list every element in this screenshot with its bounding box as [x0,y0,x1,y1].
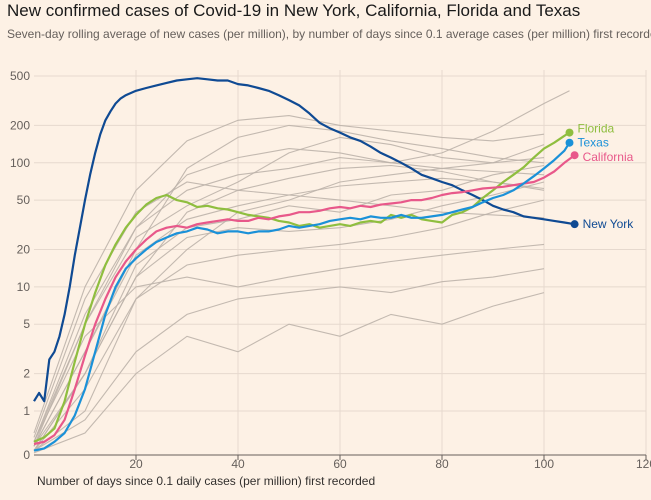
background-state-line [33,144,545,452]
y-tick-label: 10 [17,280,31,294]
background-state-line [33,148,545,447]
texas-label: Texas [578,136,609,150]
y-tick-label: 0 [23,448,30,462]
y-tick-label: 200 [10,118,30,132]
y-tick-label: 20 [17,243,31,257]
new-york-line [33,77,575,403]
x-tick-label: 20 [129,457,143,471]
california-line [33,154,576,446]
background-state-line [33,243,545,443]
background-state-line [33,177,545,447]
new-york-end-marker [570,220,579,229]
highlighted-series [33,77,579,452]
x-tick-label: 60 [333,457,347,471]
x-tick-label: 120 [636,457,651,471]
y-tick-label: 50 [17,193,31,207]
background-state-line [33,268,545,452]
chart-title: New confirmed cases of Covid-19 in New Y… [7,1,581,20]
y-tick-label: 1 [23,404,30,418]
chart-subtitle: Seven-day rolling average of new cases (… [7,27,651,41]
y-tick-label: 500 [10,69,30,83]
background-state-line [33,115,545,434]
y-tick-label: 2 [23,367,30,381]
x-tick-label: 100 [534,457,554,471]
axes: 0 1 2 5 10 20 50 100 200 500 20 40 60 80 100 120 [10,69,651,471]
texas-line [33,142,571,452]
x-tick-label: 40 [231,457,245,471]
y-tick-label: 100 [10,156,30,170]
new-york-label: New York [583,217,635,231]
california-label: California [583,150,634,164]
background-series [33,90,570,454]
background-state-line [33,292,545,454]
background-state-line [33,136,545,443]
x-axis-label: Number of days since 0.1 daily cases (pe… [37,474,376,488]
florida-end-marker [565,128,574,137]
y-tick-label: 5 [23,317,30,331]
background-state-line [33,90,570,443]
background-state-line [33,164,545,451]
florida-label: Florida [578,122,615,136]
florida-line [33,131,571,443]
background-state-line [33,164,545,447]
california-end-marker [570,151,579,160]
background-state-line [33,124,545,447]
x-tick-label: 80 [435,457,449,471]
texas-end-marker [565,138,574,147]
background-state-line [33,199,545,451]
